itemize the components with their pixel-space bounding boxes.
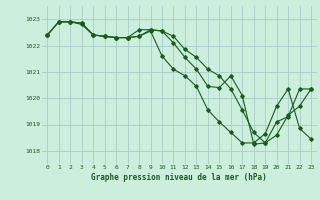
X-axis label: Graphe pression niveau de la mer (hPa): Graphe pression niveau de la mer (hPa)	[91, 173, 267, 182]
